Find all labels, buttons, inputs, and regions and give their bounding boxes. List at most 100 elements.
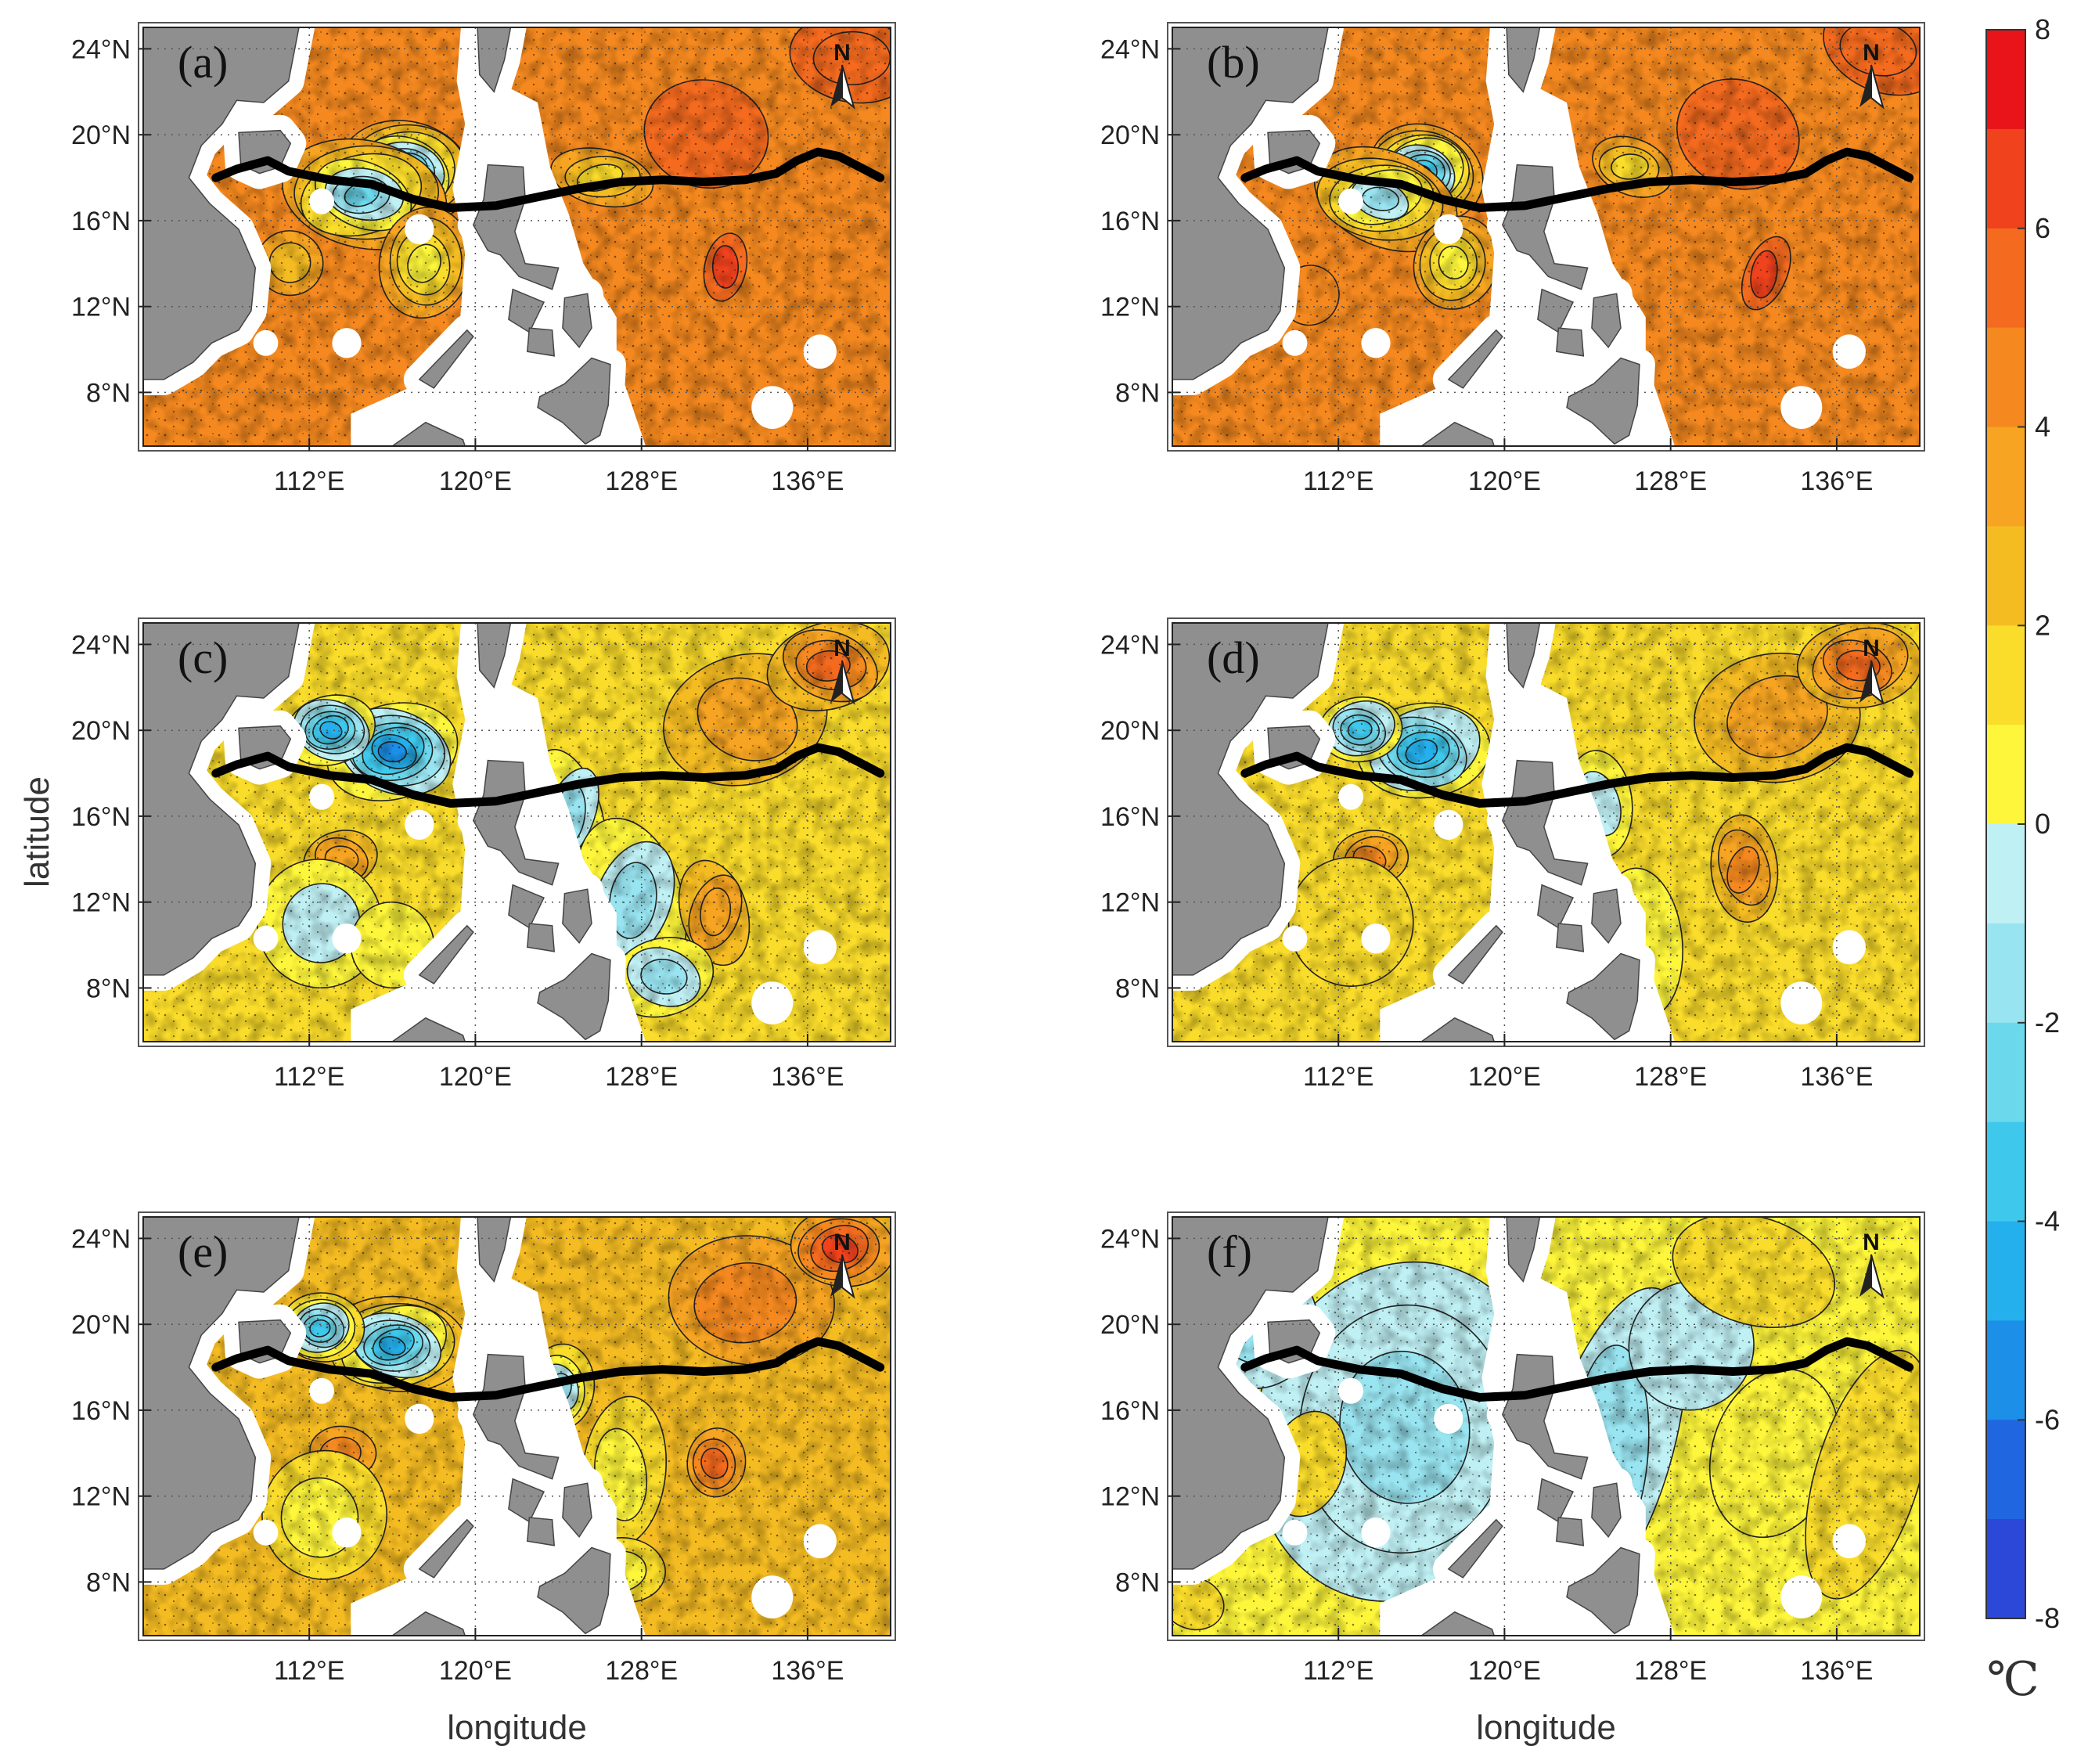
y-tick-label: 20°N [71,716,131,746]
colorbar-segment [1986,625,2025,725]
x-tick-label: 136°E [1800,466,1873,496]
missing-data [1780,1575,1823,1618]
svg-text:N: N [833,40,851,66]
y-tick-label: 20°N [1100,716,1160,746]
y-axis-label: latitude [18,776,56,887]
north-arrow-icon: N [830,40,855,110]
north-arrow-icon: N [830,635,855,705]
x-tick-label: 128°E [1634,466,1707,496]
land [1566,952,1640,1041]
land [143,27,300,380]
typhoon-track [1240,1337,1914,1402]
land [1555,923,1585,952]
map-panel-a: (a) N 24°N 20°N 16°N 12°N 8°N 112°E 120°E 128°E 13… [71,22,896,496]
x-tick-label: 136°E [771,466,844,496]
y-tick-label: 8°N [1115,1568,1160,1597]
missing-data [1282,925,1308,952]
map-panel-c: (c) N 24°N 20°N 16°N 12°N 8°N 112°E 120°E 128°E 13… [71,617,896,1092]
x-tick-label: 128°E [605,1656,678,1686]
land [1566,1546,1640,1635]
missing-data [1780,386,1823,429]
land [537,952,611,1041]
colorbar-tick-label: 6 [2035,212,2050,244]
missing-data [803,334,837,369]
land [1172,623,1329,976]
land [391,1611,466,1636]
x-tick-label: 120°E [439,1656,512,1686]
missing-data [1434,214,1463,245]
y-tick-label: 12°N [1100,888,1160,918]
svg-text:N: N [833,1229,851,1255]
colorbar-segment [1986,1420,2025,1520]
missing-data [309,1377,334,1404]
land [537,1546,611,1635]
missing-data [253,329,279,356]
land [1506,27,1541,93]
land [1506,1217,1541,1283]
colorbar-segment [1986,1519,2025,1619]
map-frame [1167,617,1925,1047]
missing-data [803,1524,837,1559]
missing-data [332,328,362,358]
y-tick-label: 12°N [71,888,131,918]
x-tick-label: 112°E [274,1062,344,1092]
y-tick-label: 24°N [71,630,131,660]
missing-data [1434,809,1463,841]
missing-data [253,925,279,952]
land [391,1017,466,1042]
map-frame [138,22,896,452]
colorbar-segment [1986,128,2025,229]
y-tick-label: 16°N [71,207,131,236]
y-tick-label: 24°N [1100,1224,1160,1254]
map-border [142,27,891,447]
y-tick-label: 12°N [71,293,131,322]
missing-data [1780,981,1823,1024]
x-tick-label: 120°E [439,1062,512,1092]
x-tick-label: 120°E [439,466,512,496]
land [526,923,556,952]
land [418,1518,474,1579]
missing-data [751,1575,794,1618]
svg-text:N: N [1863,1229,1880,1255]
missing-data [332,1517,362,1548]
colorbar-segment [1986,1221,2025,1321]
x-tick-label: 120°E [1468,1062,1541,1092]
map-border [142,1216,891,1636]
land [418,329,474,389]
land [1172,27,1329,380]
land [1447,1518,1503,1579]
y-tick-label: 12°N [1100,1482,1160,1512]
x-tick-label: 128°E [605,1062,678,1092]
map-panel-f: (f) N 24°N 20°N 16°N 12°N 8°N 112°E 120°E 128°E 13… [1100,1211,1925,1686]
x-tick-label: 112°E [274,466,344,496]
land [1591,1482,1622,1539]
land [1420,1611,1495,1636]
map-frame [1167,1211,1925,1641]
map-frame [138,617,896,1047]
x-axis-label: longitude [447,1708,587,1747]
map-frame [1167,22,1925,452]
panel-label: (f) [1207,1226,1252,1277]
land [1447,924,1503,985]
x-tick-label: 128°E [1634,1656,1707,1686]
missing-data [405,809,434,841]
colorbar-segment [1986,824,2025,924]
panel-label: (b) [1207,37,1260,88]
map-border [142,622,891,1042]
x-tick-label: 128°E [605,466,678,496]
panel-label: (a) [178,37,228,88]
y-tick-label: 20°N [71,1310,131,1340]
missing-data [1282,329,1308,356]
land [1420,1017,1495,1042]
x-tick-label: 136°E [771,1656,844,1686]
x-tick-label: 120°E [1468,466,1541,496]
land [391,421,466,446]
typhoon-track [211,743,885,808]
colorbar-segment [1986,30,2025,130]
y-tick-label: 12°N [1100,293,1160,322]
missing-data [405,1403,434,1435]
north-arrow-icon: N [1859,1229,1885,1299]
land [1591,293,1622,349]
map-panel-b: (b) N 24°N 20°N 16°N 12°N 8°N 112°E 120°E 128°E 13… [1100,22,1925,496]
colorbar-segment [1986,1320,2025,1420]
